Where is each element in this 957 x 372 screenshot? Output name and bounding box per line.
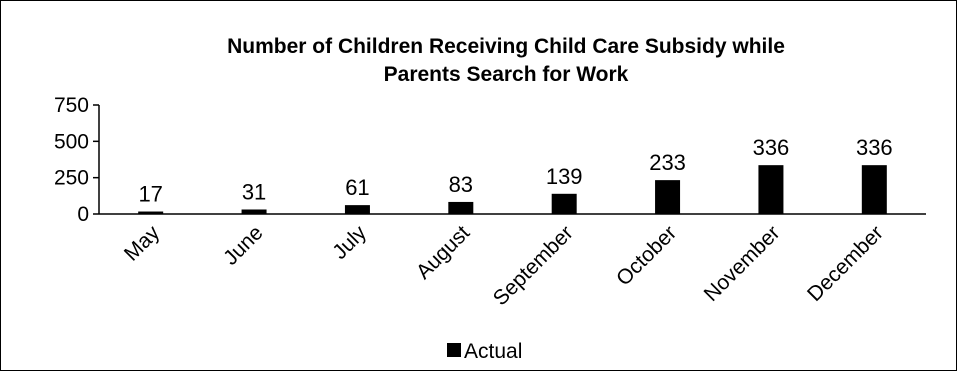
legend-label-actual: Actual [464,340,522,363]
x-axis-labels: May June July August September October Novembe… [120,221,888,310]
x-category-label-july: July [328,221,371,264]
x-category-label-september: September [489,221,578,310]
y-tick-label: 750 [54,94,89,117]
data-label-may: 17 [138,182,162,207]
y-tick-label: 0 [77,203,89,226]
data-label-june: 31 [242,179,266,204]
y-tick-label: 500 [54,130,89,153]
bar-july [344,205,370,214]
x-category-label-august: August [412,221,475,284]
x-category-label-june: June [219,221,267,269]
y-axis-ticks: 0 250 500 750 [54,94,99,226]
bar-september [551,193,577,214]
data-labels-group: 17 31 61 83 139 233 336 336 [138,135,892,206]
bar-june [241,209,267,214]
data-label-december: 336 [856,135,893,160]
bar-december [861,165,887,214]
legend-swatch-actual [447,343,461,357]
x-category-label-december: December [803,221,888,306]
chart-title-line-2: Parents Search for Work [384,63,629,86]
data-label-october: 233 [649,150,686,175]
legend: Actual [447,340,522,363]
chart-title-line-1: Number of Children Receiving Child Care … [227,35,785,58]
bar-november [758,165,784,214]
data-label-august: 83 [449,172,473,197]
x-category-label-may: May [120,221,165,266]
bars-group [138,165,887,214]
bar-october [655,180,681,214]
x-category-label-november: November [700,221,785,306]
bar-may [138,211,164,214]
x-category-label-october: October [612,221,681,290]
bar-august [448,201,474,214]
data-label-september: 139 [546,164,583,189]
y-tick-label: 250 [54,167,89,190]
data-label-november: 336 [753,135,790,160]
data-label-july: 61 [345,175,369,200]
